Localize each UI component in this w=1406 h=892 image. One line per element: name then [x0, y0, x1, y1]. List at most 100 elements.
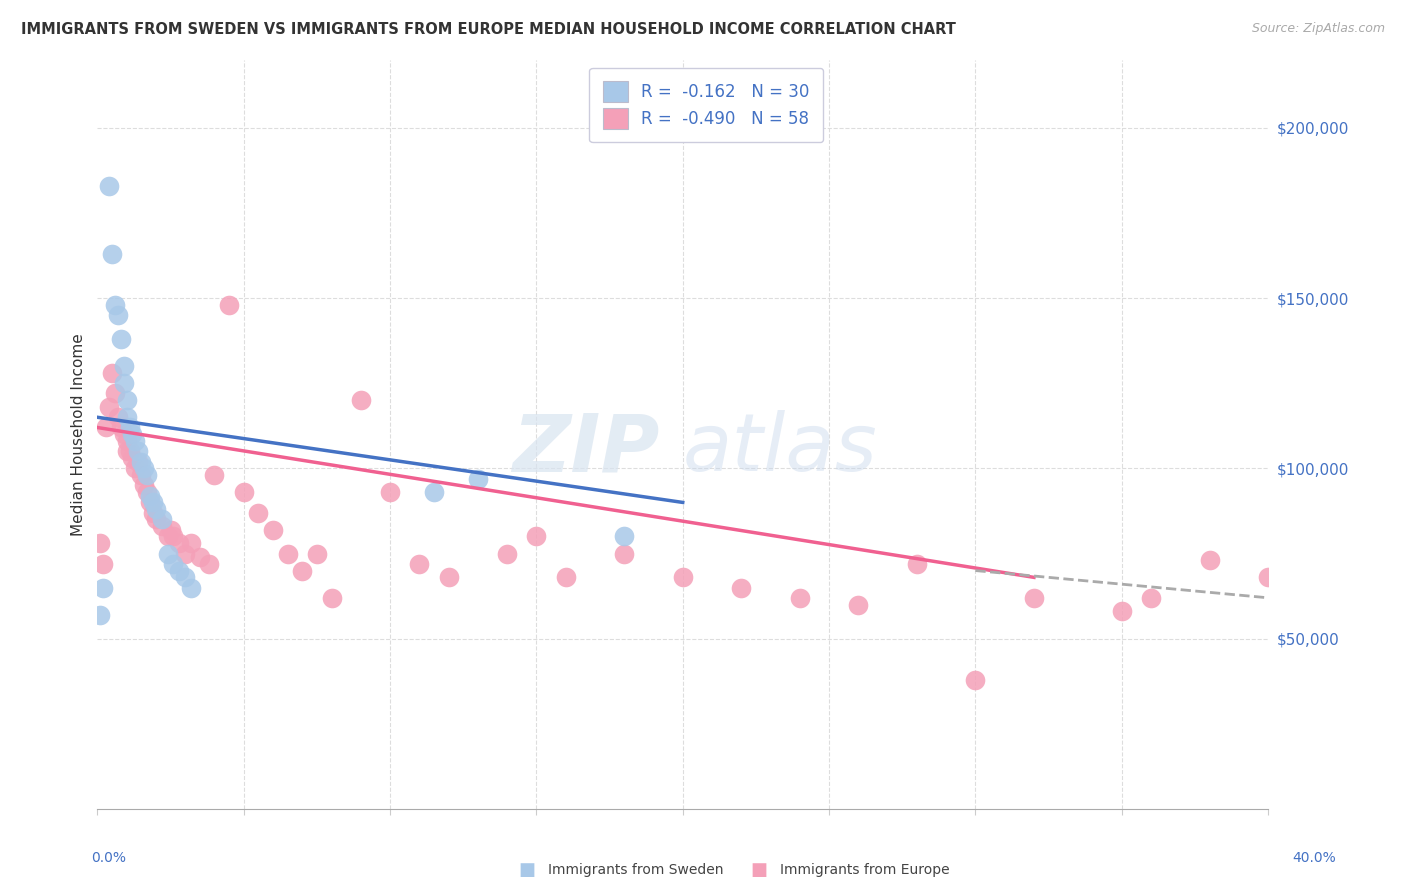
- Point: [905, 557, 928, 571]
- Point: [423, 485, 446, 500]
- Point: [1140, 591, 1163, 605]
- Point: [134, 461, 156, 475]
- Point: [107, 308, 129, 322]
- Point: [188, 549, 211, 564]
- Point: [145, 502, 167, 516]
- Point: [104, 298, 127, 312]
- Point: [554, 570, 576, 584]
- Point: [408, 557, 430, 571]
- Point: [110, 332, 132, 346]
- Point: [730, 581, 752, 595]
- Point: [94, 420, 117, 434]
- Point: [118, 420, 141, 434]
- Point: [110, 420, 132, 434]
- Point: [142, 495, 165, 509]
- Point: [789, 591, 811, 605]
- Point: [350, 393, 373, 408]
- Point: [101, 366, 124, 380]
- Point: [118, 444, 141, 458]
- Text: IMMIGRANTS FROM SWEDEN VS IMMIGRANTS FROM EUROPE MEDIAN HOUSEHOLD INCOME CORRELA: IMMIGRANTS FROM SWEDEN VS IMMIGRANTS FRO…: [21, 22, 956, 37]
- Point: [321, 591, 343, 605]
- Point: [121, 427, 143, 442]
- Point: [112, 359, 135, 374]
- Text: Immigrants from Europe: Immigrants from Europe: [780, 863, 950, 877]
- Point: [846, 598, 869, 612]
- Point: [197, 557, 219, 571]
- Point: [162, 529, 184, 543]
- Point: [159, 523, 181, 537]
- Point: [136, 485, 159, 500]
- Point: [524, 529, 547, 543]
- Point: [112, 376, 135, 391]
- Point: [139, 495, 162, 509]
- Point: [104, 386, 127, 401]
- Point: [247, 506, 270, 520]
- Point: [150, 519, 173, 533]
- Point: [134, 478, 156, 492]
- Y-axis label: Median Household Income: Median Household Income: [72, 333, 86, 536]
- Point: [136, 468, 159, 483]
- Point: [107, 410, 129, 425]
- Point: [180, 581, 202, 595]
- Point: [174, 570, 197, 584]
- Point: [124, 461, 146, 475]
- Point: [613, 529, 636, 543]
- Point: [127, 454, 149, 468]
- Point: [1022, 591, 1045, 605]
- Point: [89, 607, 111, 622]
- Point: [91, 581, 114, 595]
- Point: [98, 400, 121, 414]
- Text: Source: ZipAtlas.com: Source: ZipAtlas.com: [1251, 22, 1385, 36]
- Point: [115, 410, 138, 425]
- Point: [121, 451, 143, 466]
- Point: [437, 570, 460, 584]
- Point: [156, 529, 179, 543]
- Point: [1111, 604, 1133, 618]
- Point: [174, 547, 197, 561]
- Point: [142, 506, 165, 520]
- Text: Immigrants from Sweden: Immigrants from Sweden: [548, 863, 724, 877]
- Point: [180, 536, 202, 550]
- Point: [169, 564, 191, 578]
- Point: [112, 427, 135, 442]
- Point: [1198, 553, 1220, 567]
- Point: [496, 547, 519, 561]
- Point: [145, 512, 167, 526]
- Point: [91, 557, 114, 571]
- Text: ■: ■: [751, 861, 768, 879]
- Point: [162, 557, 184, 571]
- Point: [124, 434, 146, 449]
- Point: [129, 468, 152, 483]
- Point: [115, 444, 138, 458]
- Point: [101, 246, 124, 260]
- Point: [277, 547, 299, 561]
- Point: [965, 673, 987, 687]
- Point: [672, 570, 695, 584]
- Point: [115, 434, 138, 449]
- Point: [218, 298, 240, 312]
- Point: [169, 536, 191, 550]
- Point: [156, 547, 179, 561]
- Point: [467, 472, 489, 486]
- Point: [129, 454, 152, 468]
- Point: [232, 485, 254, 500]
- Point: [139, 489, 162, 503]
- Point: [115, 393, 138, 408]
- Point: [127, 444, 149, 458]
- Point: [98, 178, 121, 193]
- Point: [1257, 570, 1279, 584]
- Point: [150, 512, 173, 526]
- Point: [262, 523, 284, 537]
- Text: atlas: atlas: [683, 410, 877, 488]
- Point: [305, 547, 328, 561]
- Text: ■: ■: [519, 861, 536, 879]
- Text: ZIP: ZIP: [512, 410, 659, 488]
- Point: [291, 564, 314, 578]
- Point: [89, 536, 111, 550]
- Legend: R =  -0.162   N = 30, R =  -0.490   N = 58: R = -0.162 N = 30, R = -0.490 N = 58: [589, 68, 823, 142]
- Point: [613, 547, 636, 561]
- Text: 0.0%: 0.0%: [91, 851, 127, 865]
- Point: [378, 485, 401, 500]
- Point: [204, 468, 226, 483]
- Text: 40.0%: 40.0%: [1292, 851, 1336, 865]
